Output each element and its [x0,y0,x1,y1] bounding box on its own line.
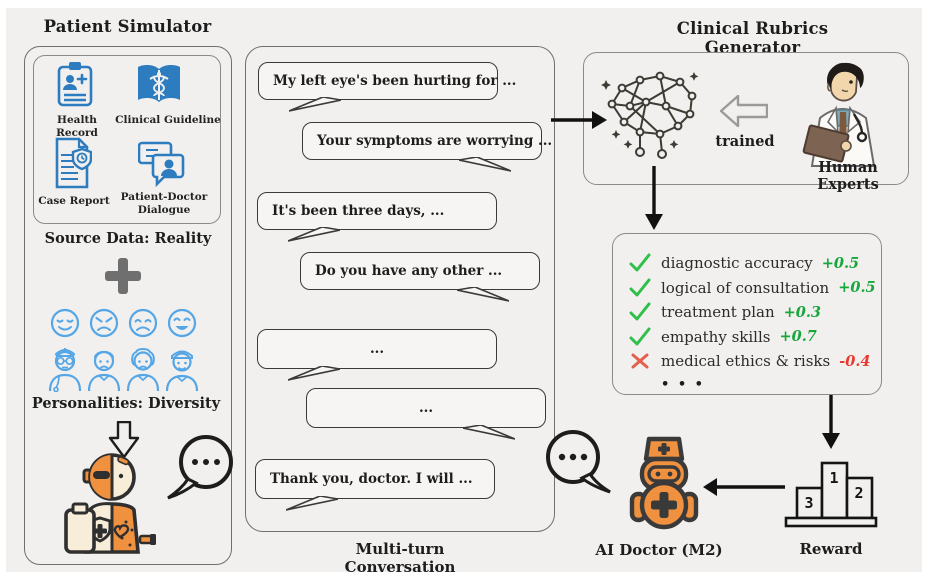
ai-doctor-robot-icon [629,436,699,530]
message-bubble: It's been three days, ... [257,192,497,242]
rubric-score: +0.3 [783,303,821,321]
personalities-caption: Personalities: Diversity [31,395,221,412]
rubric-score: +0.5 [821,254,860,272]
plus-icon [105,258,141,294]
patient-simulator-title: Patient Simulator [43,17,212,36]
health-record-label: Health Record [56,114,98,140]
patient-speech-bubble-icon [167,435,233,500]
message-text: Do you have any other ... [315,263,503,279]
doctor-illustration [802,62,876,167]
message-text: My left eye's been hurting for ... [273,73,517,89]
message-bubble: My left eye's been hurting for ... [258,62,516,112]
ai-doctor-label: AI Doctor (M2) [595,541,723,559]
conversation-caption: Multi-turn Conversation [344,540,456,576]
message-bubble: ... [257,329,497,381]
rubric-row: diagnostic accuracy +0.5 [629,251,876,276]
check-icon [629,327,651,346]
message-text: Thank you, doctor. I will ... [270,471,473,487]
rubric-label: empathy skills [661,327,771,346]
arrow-rubrics-to-reward [822,395,840,449]
rubrics-box: diagnostic accuracy +0.5 logical of cons… [612,233,882,395]
message-bubble: ... [306,388,546,440]
rubric-row: empathy skills +0.7 [629,325,876,350]
rubric-label: diagnostic accuracy [661,254,813,273]
trained-label: trained [715,133,775,150]
rubric-score: +0.5 [838,279,876,297]
cross-icon [631,353,649,369]
check-icon [629,278,651,297]
health-record-icon [57,62,93,107]
doctor-person-icon [48,348,82,392]
podium-rank-3: 3 [804,494,813,512]
message-bubble: Your symptoms are worrying ... [302,122,552,172]
rubric-label: logical of consultation [661,278,830,297]
source-data-caption: Source Data: Reality [44,230,212,247]
arrow-conversation-to-generator [551,111,607,129]
check-icon [629,302,651,321]
arrow-generator-to-rubrics [645,166,663,230]
ai-doctor-speech-bubble-icon [546,430,611,494]
boy-person-icon [87,350,121,392]
clinical-guideline-icon [138,64,180,102]
message-text: ... [369,341,385,357]
message-text: It's been three days, ... [272,203,445,219]
case-report-icon [55,137,92,189]
happy-face-icon [50,308,80,338]
reward-label: Reward [799,540,863,558]
patient-doctor-dialogue-icon [138,141,185,187]
check-icon [629,253,651,272]
rubric-label: treatment plan [661,303,775,322]
clinical-guideline-label: Clinical Guideline [115,114,221,126]
patient-doctor-dialogue-label: Patient-Doctor Dialogue [120,191,208,217]
case-report-label: Case Report [38,195,110,207]
hollow-down-arrow-icon [108,421,140,459]
sad-face-icon [128,308,158,338]
rubrics-more-dots: • • • [661,376,705,392]
rubric-row: treatment plan +0.3 [629,300,876,325]
podium-rank-1: 1 [829,469,838,487]
angry-face-icon [89,308,119,338]
rubric-score: -0.4 [839,352,871,370]
rubric-row: logical of consultation +0.5 [629,276,876,301]
message-bubble: Thank you, doctor. I will ... [255,459,495,511]
laughing-face-icon [167,308,197,338]
patient-robot-icon [64,453,156,554]
hollow-left-arrow-icon [720,95,768,127]
woman-person-icon [126,348,160,392]
reward-podium-icon: 3 1 2 [784,461,878,528]
capped-man-person-icon [165,350,199,392]
rubric-row: medical ethics & risks -0.4 [629,349,876,374]
message-text: ... [418,400,434,416]
rubric-score: +0.7 [779,328,817,346]
rubric-label: medical ethics & risks [661,352,831,371]
message-text: Your symptoms are worrying ... [317,133,553,149]
human-experts-label: Human Experts [817,159,879,193]
podium-rank-2: 2 [854,484,863,502]
arrow-reward-to-ai-doctor [703,478,785,496]
message-bubble: Do you have any other ... [300,252,540,302]
neural-network-icon [601,71,699,159]
